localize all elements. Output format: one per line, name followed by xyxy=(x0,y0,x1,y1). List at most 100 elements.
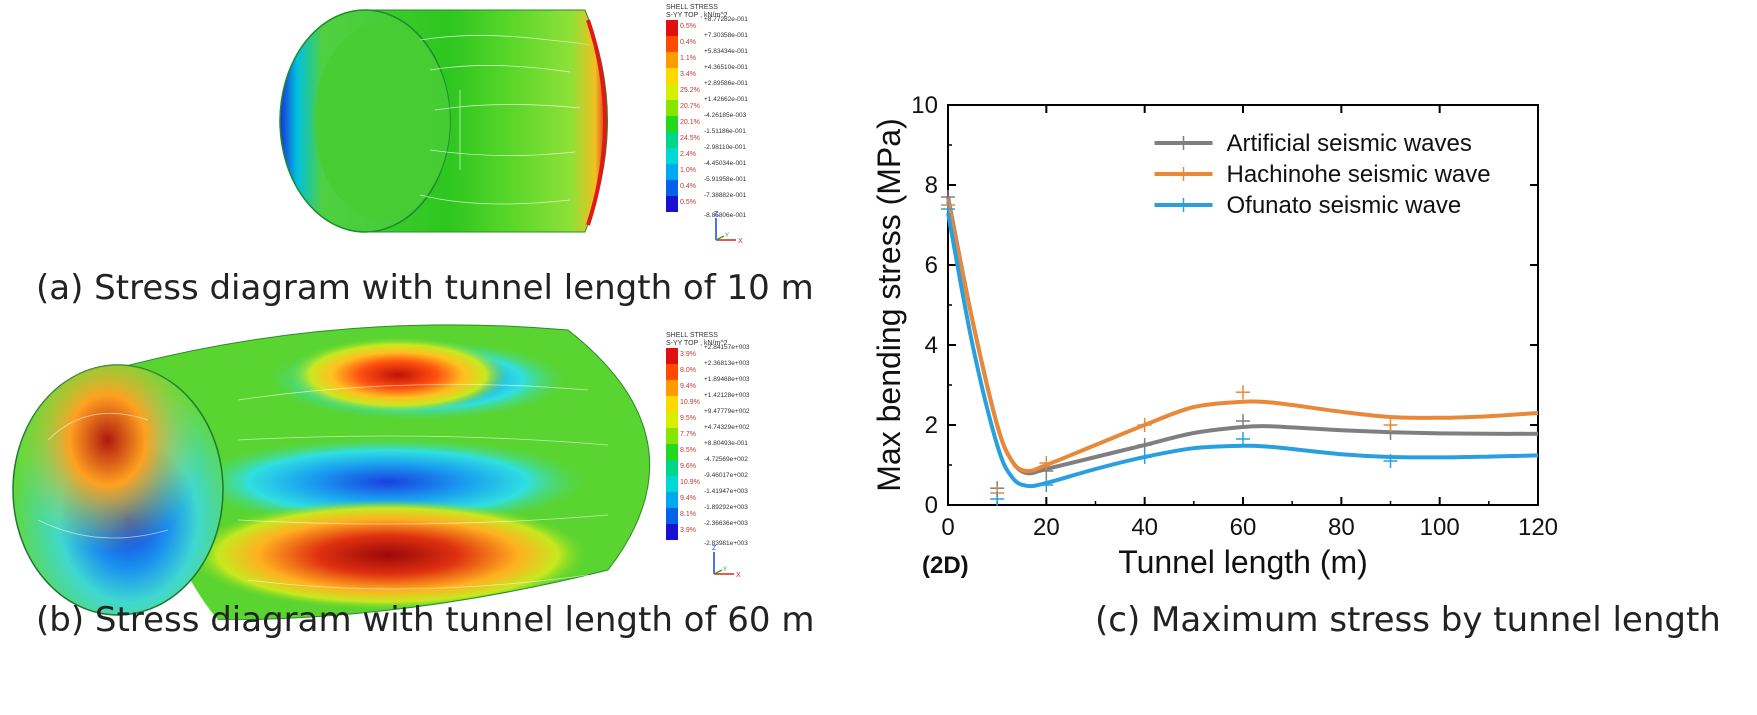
legend-percent: 1.1% xyxy=(680,55,696,62)
legend-swatch xyxy=(666,84,678,100)
legend-percent: 0.4% xyxy=(680,183,696,190)
legend-swatch xyxy=(666,148,678,164)
plot-area: 0 20 40 60 80 100 120 0 2 4 6 8 10 Tunnel length (m) M… xyxy=(871,92,1558,580)
legend-row: +1.89468e+003 9.4% xyxy=(666,376,756,396)
legend-row: -1.41947e+003 9.4% xyxy=(666,488,756,508)
legend-value: -2.36636e+003 xyxy=(704,520,748,527)
legend-swatch xyxy=(666,412,678,428)
legend-value: +8.80493e-001 xyxy=(704,440,748,447)
tunnel-10m-contour-plot xyxy=(279,9,608,233)
y-tick-label: 0 xyxy=(925,492,938,519)
legend-row: -9.46017e+002 10.9% xyxy=(666,472,756,492)
legend-subtitle: S-YY TOP , kN/m^2 xyxy=(666,12,728,19)
legend-value: -1.89292e+003 xyxy=(704,504,748,511)
legend-swatch xyxy=(666,524,678,540)
series-line xyxy=(946,196,1539,476)
legend-swatch xyxy=(666,492,678,508)
series-line xyxy=(946,212,1539,489)
legend-value: +4.74329e+002 xyxy=(704,424,750,431)
legend-value: -2.83981e+003 xyxy=(704,540,748,547)
legend-label: Ofunato seismic wave xyxy=(1227,192,1462,219)
legend-swatch xyxy=(666,20,678,36)
legend-row: +1.42128e+003 10.9% xyxy=(666,392,756,412)
x-tick-label: 100 xyxy=(1420,514,1460,541)
legend-swatch xyxy=(666,100,678,116)
legend-rows: +2.84157e+003 3.9% +2.36813e+003 8.0% +1.894… xyxy=(666,344,756,547)
legend-percent: 1.0% xyxy=(680,167,696,174)
x-axis-label: Tunnel length (m) xyxy=(1118,544,1368,580)
legend-percent: 0.5% xyxy=(680,23,696,30)
legend-value: -8.85806e-001 xyxy=(704,212,747,219)
legend-row: +9.47779e+002 9.5% xyxy=(666,408,756,428)
legend-row: -5.91958e-001 0.4% xyxy=(666,176,756,196)
legend-row: +2.89586e-001 25.2% xyxy=(666,80,756,100)
caption-b: (b) Stress diagram with tunnel length of… xyxy=(36,600,815,640)
legend-label: Hachinohe seismic wave xyxy=(1227,161,1491,188)
legend-value: -7.38882e-001 xyxy=(704,192,747,199)
legend-row: +4.74329e+002 7.7% xyxy=(666,424,756,444)
legend-row: +2.84157e+003 3.9% xyxy=(666,344,756,364)
legend-swatch xyxy=(666,116,678,132)
legend-subtitle: S-YY TOP , kN/m^2 xyxy=(666,340,728,347)
panel-a: SHELL STRESS S-YY TOP , kN/m^2 +8.77282e… xyxy=(270,0,870,260)
legend-value: -4.45034e-001 xyxy=(704,160,747,167)
x-tick-label: 120 xyxy=(1518,514,1558,541)
legend-swatch xyxy=(666,180,678,196)
legend-value: -1.41947e+003 xyxy=(704,488,748,495)
legend-percent: 3.9% xyxy=(680,527,696,534)
legend-swatch xyxy=(666,68,678,84)
panel-b: SHELL STRESS S-YY TOP , kN/m^2 +2.84157e… xyxy=(0,318,900,648)
legend-percent: 8.1% xyxy=(680,511,696,518)
contour-legend-b: SHELL STRESS S-YY TOP , kN/m^2 +2.84157e… xyxy=(666,332,756,547)
legend-percent: 24.5% xyxy=(680,135,700,142)
legend-row: +7.30358e-001 0.4% xyxy=(666,32,756,52)
legend-swatch xyxy=(666,164,678,180)
x-tick-label: 20 xyxy=(1033,514,1060,541)
legend-row: -2.36636e+003 3.9% xyxy=(666,520,756,540)
legend-swatch xyxy=(666,196,678,212)
legend-percent: 3.9% xyxy=(680,351,696,358)
legend-row: +8.80493e-001 8.5% xyxy=(666,440,756,460)
legend-value: +2.89586e-001 xyxy=(704,80,748,87)
legend-swatch xyxy=(666,476,678,492)
legend-swatch xyxy=(666,428,678,444)
legend-percent: 0.5% xyxy=(680,199,696,206)
y-tick-label: 8 xyxy=(925,172,938,199)
legend-swatch xyxy=(666,396,678,412)
legend-row: -4.72569e+002 9.6% xyxy=(666,456,756,476)
legend-row: -4.26185e-003 20.1% xyxy=(666,112,756,132)
axis-x-label: X xyxy=(738,238,743,245)
y-tick-label: 2 xyxy=(925,412,938,439)
legend-value: -2.98110e-001 xyxy=(704,144,746,151)
legend-value: +9.47779e+002 xyxy=(704,408,750,415)
legend-row: -7.38882e-001 0.5% xyxy=(666,192,756,212)
legend-value: +1.42662e-001 xyxy=(704,96,748,103)
legend-value: +4.36510e-001 xyxy=(704,64,748,71)
legend-title: SHELL STRESS xyxy=(666,4,718,11)
legend-value: +2.84157e+003 xyxy=(704,344,750,351)
axis-z-label: Z xyxy=(714,211,719,218)
legend-swatch xyxy=(666,380,678,396)
legend-value: +7.30358e-001 xyxy=(704,32,748,39)
legend-percent: 9.4% xyxy=(680,495,696,502)
legend-value: +1.42128e+003 xyxy=(704,392,750,399)
legend-percent: 9.5% xyxy=(680,415,696,422)
legend-percent: 3.4% xyxy=(680,71,696,78)
legend-percent: 20.7% xyxy=(680,103,700,110)
legend-value: -5.91958e-001 xyxy=(704,176,747,183)
axis-x-label: X xyxy=(736,572,741,579)
legend-percent: 0.4% xyxy=(680,39,696,46)
two-d-label: (2D) xyxy=(922,552,969,579)
legend-row: -1.51186e-001 24.5% xyxy=(666,128,756,148)
legend-percent: 20.1% xyxy=(680,119,700,126)
legend-row: -4.45034e-001 1.0% xyxy=(666,160,756,180)
axes-triad-icon: Z X Y xyxy=(706,542,746,586)
legend-value: -4.72569e+002 xyxy=(704,456,748,463)
legend-percent: 9.6% xyxy=(680,463,696,470)
legend-value: +8.77282e-001 xyxy=(704,16,748,23)
legend-value: -4.26185e-003 xyxy=(704,112,747,119)
legend-percent: 8.5% xyxy=(680,447,696,454)
legend-percent: 7.7% xyxy=(680,431,696,438)
x-tick-label: 40 xyxy=(1131,514,1158,541)
y-axis-label: Max bending stress (MPa) xyxy=(871,118,907,491)
